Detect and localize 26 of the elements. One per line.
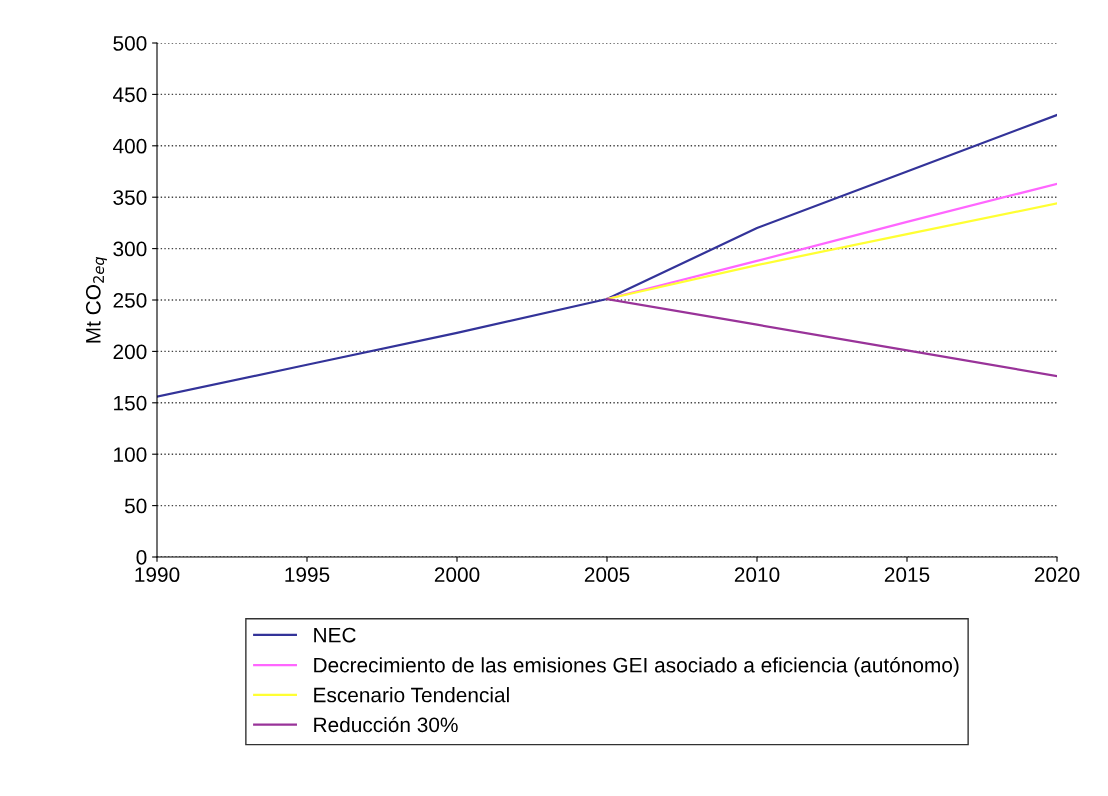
x-tick-label: 1995 <box>285 567 330 583</box>
y-tick-label: 0 <box>136 550 147 565</box>
y-tick-label: 100 <box>114 447 147 462</box>
y-axis-title: Mt CO$_{2eq}$ <box>85 256 107 343</box>
y-tick-label: 250 <box>113 293 147 308</box>
y-tick-label: 450 <box>113 87 147 103</box>
y-tick-label: 150 <box>114 395 147 411</box>
x-tick-label: 2005 <box>584 567 630 583</box>
y-tick-label: 50 <box>124 498 147 514</box>
y-tick-label: 300 <box>113 241 147 257</box>
y-tick-label: 350 <box>113 190 147 205</box>
legend-label: Escenario Tendencial <box>314 687 509 703</box>
legend-label: Reducción 30% <box>314 716 458 733</box>
y-tick-label: 200 <box>113 344 147 360</box>
x-tick-label: 1990 <box>135 567 180 583</box>
x-tick-label: 2000 <box>434 567 480 583</box>
y-tick-label: 400 <box>113 138 147 154</box>
legend-label: NEC <box>314 627 356 643</box>
line-series <box>605 297 1057 378</box>
y-tick-label: 500 <box>113 36 147 51</box>
x-tick-label: 2010 <box>734 567 780 583</box>
x-tick-label: 2020 <box>1034 567 1080 583</box>
line-series <box>605 202 1057 301</box>
legend-label: Decrecimiento de las emisiones GEI asociado a eficiencia (autónomo) <box>314 656 959 677</box>
x-tick-label: 2015 <box>884 567 930 583</box>
line-series <box>157 113 1057 398</box>
